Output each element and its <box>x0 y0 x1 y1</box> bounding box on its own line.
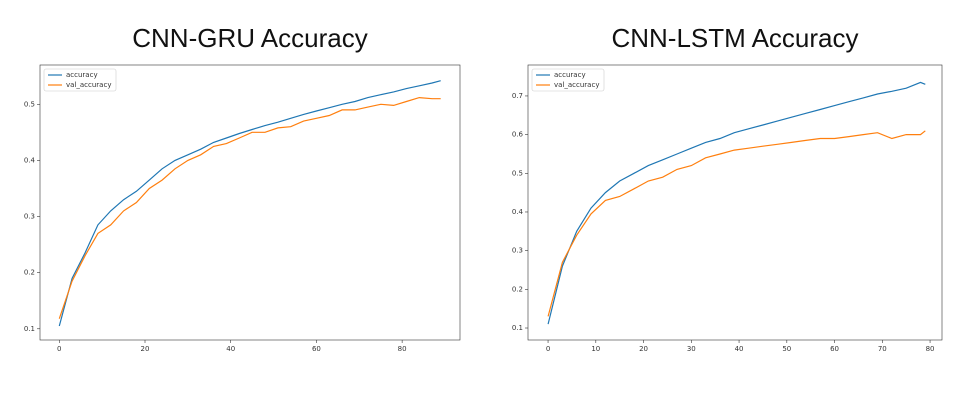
series-line <box>547 81 926 325</box>
y-tick-label: 0.2 <box>512 285 523 293</box>
x-tick-label: 10 <box>591 345 600 353</box>
x-tick-label: 80 <box>926 345 935 353</box>
legend-label: val_accuracy <box>66 81 111 89</box>
y-tick-label: 0.1 <box>512 324 523 332</box>
x-tick-label: 40 <box>226 345 235 353</box>
y-tick-label: 0.5 <box>24 100 35 108</box>
series-line <box>58 80 441 327</box>
y-tick-label: 0.7 <box>512 92 523 100</box>
x-tick-label: 0 <box>57 345 61 353</box>
y-tick-label: 0.3 <box>24 213 35 221</box>
y-tick-label: 0.3 <box>512 247 523 255</box>
y-tick-label: 0.5 <box>512 169 523 177</box>
x-tick-label: 20 <box>141 345 150 353</box>
legend-label: accuracy <box>554 71 586 79</box>
axes-frame <box>39 64 461 341</box>
legend-label: val_accuracy <box>554 81 599 89</box>
series-line <box>58 96 441 319</box>
x-tick-label: 70 <box>878 345 887 353</box>
y-tick-label: 0.4 <box>512 208 524 216</box>
x-tick-label: 50 <box>782 345 791 353</box>
x-tick-label: 60 <box>830 345 839 353</box>
x-tick-label: 80 <box>398 345 407 353</box>
x-tick-label: 20 <box>639 345 648 353</box>
chart-title: CNN-LSTM Accuracy <box>611 23 858 53</box>
x-tick-label: 0 <box>546 345 550 353</box>
series-line <box>547 130 926 317</box>
x-tick-label: 60 <box>312 345 321 353</box>
y-tick-label: 0.1 <box>24 325 35 333</box>
x-tick-label: 40 <box>735 345 744 353</box>
y-tick-label: 0.4 <box>24 156 36 164</box>
legend-label: accuracy <box>66 71 98 79</box>
y-tick-label: 0.2 <box>24 269 35 277</box>
x-tick-label: 30 <box>687 345 696 353</box>
chart-title: CNN-GRU Accuracy <box>132 23 367 53</box>
y-tick-label: 0.6 <box>512 131 524 139</box>
axes-frame <box>527 64 943 341</box>
